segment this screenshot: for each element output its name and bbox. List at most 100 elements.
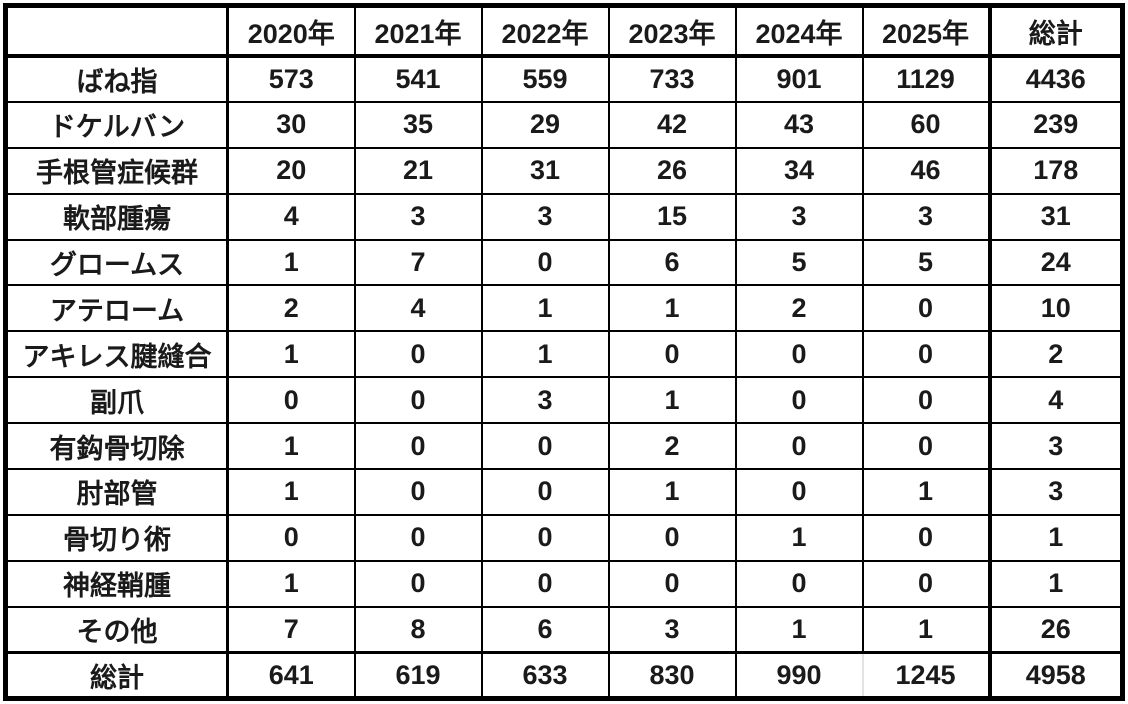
table-row: ばね指 573 541 559 733 901 1129 4436	[4, 55, 1124, 103]
value-cell: 4	[987, 376, 1124, 425]
value-cell: 0	[861, 284, 991, 333]
value-cell: 2	[226, 284, 356, 333]
value-cell: 30	[226, 100, 356, 149]
value-cell: 4	[353, 284, 483, 333]
value-cell: 29	[480, 100, 610, 149]
value-cell: 1	[226, 559, 356, 608]
row-label: アテローム	[4, 284, 229, 333]
table-row: その他 7 8 6 3 1 1 26	[4, 605, 1124, 654]
value-cell: 2	[734, 284, 864, 333]
value-cell: 1	[861, 468, 991, 516]
table-row: 副爪 0 0 3 1 0 0 4	[4, 376, 1124, 425]
value-cell: 7	[353, 238, 483, 287]
value-cell: 830	[607, 651, 737, 700]
value-cell: 35	[353, 100, 483, 149]
column-header-year: 2025年	[861, 4, 991, 58]
value-cell: 3	[734, 192, 864, 241]
corner-header	[4, 4, 229, 58]
value-cell: 20	[226, 146, 356, 195]
row-label: グロームス	[4, 238, 229, 287]
value-cell: 0	[734, 376, 864, 425]
value-cell: 733	[607, 55, 737, 103]
value-cell: 2	[987, 330, 1124, 379]
table-row: アテローム 2 4 1 1 2 0 10	[4, 284, 1124, 333]
value-cell: 1	[226, 330, 356, 379]
value-cell: 0	[480, 513, 610, 562]
value-cell: 0	[480, 559, 610, 608]
column-header-year: 2024年	[734, 4, 864, 58]
value-cell: 15	[607, 192, 737, 241]
value-cell: 0	[353, 422, 483, 471]
table-body: ばね指 573 541 559 733 901 1129 4436 ドケルバン 30 35 29 42 4…	[4, 55, 1124, 700]
value-cell: 60	[861, 100, 991, 149]
value-cell: 4436	[987, 55, 1124, 103]
value-cell: 0	[607, 330, 737, 379]
value-cell: 0	[861, 376, 991, 425]
value-cell: 6	[607, 238, 737, 287]
value-cell: 1129	[861, 55, 991, 103]
value-cell: 0	[861, 330, 991, 379]
value-cell: 0	[734, 559, 864, 608]
value-cell: 21	[353, 146, 483, 195]
value-cell: 1	[480, 284, 610, 333]
value-cell: 4	[226, 192, 356, 241]
column-header-year: 2021年	[353, 4, 483, 58]
value-cell: 34	[734, 146, 864, 195]
table-row: アキレス腱縫合 1 0 1 0 0 0 2	[4, 330, 1124, 379]
value-cell: 1	[607, 376, 737, 425]
value-cell: 0	[861, 422, 991, 471]
value-cell: 6	[480, 605, 610, 654]
row-label: 骨切り術	[4, 513, 229, 562]
row-label: ドケルバン	[4, 100, 229, 149]
value-cell: 0	[734, 330, 864, 379]
value-cell: 31	[987, 192, 1124, 241]
value-cell: 3	[480, 376, 610, 425]
value-cell: 990	[734, 651, 864, 700]
value-cell: 4958	[987, 651, 1124, 700]
value-cell: 541	[353, 55, 483, 103]
value-cell: 0	[480, 468, 610, 516]
table-row: 軟部腫瘍 4 3 3 15 3 3 31	[4, 192, 1124, 241]
value-cell: 1	[226, 238, 356, 287]
value-cell: 0	[353, 513, 483, 562]
value-cell: 3	[987, 422, 1124, 471]
value-cell: 0	[353, 376, 483, 425]
value-cell: 3	[987, 468, 1124, 516]
value-cell: 0	[480, 422, 610, 471]
value-cell: 0	[734, 422, 864, 471]
row-label: 神経鞘腫	[4, 559, 229, 608]
value-cell: 0	[607, 513, 737, 562]
row-label: ばね指	[4, 55, 229, 103]
value-cell: 8	[353, 605, 483, 654]
table-row: 有鈎骨切除 1 0 0 2 0 0 3	[4, 422, 1124, 471]
value-cell: 559	[480, 55, 610, 103]
value-cell: 0	[734, 468, 864, 516]
value-cell: 1	[734, 605, 864, 654]
value-cell: 0	[861, 513, 991, 562]
value-cell: 901	[734, 55, 864, 103]
table-row: 肘部管 1 0 0 1 0 1 3	[4, 468, 1124, 516]
value-cell: 573	[226, 55, 356, 103]
value-cell: 24	[987, 238, 1124, 287]
value-cell: 46	[861, 146, 991, 195]
row-label: 総計	[4, 651, 229, 700]
value-cell: 619	[353, 651, 483, 700]
value-cell: 1	[607, 284, 737, 333]
row-label: 有鈎骨切除	[4, 422, 229, 471]
row-label: 軟部腫瘍	[4, 192, 229, 241]
value-cell: 3	[861, 192, 991, 241]
table-row: ドケルバン 30 35 29 42 43 60 239	[4, 100, 1124, 149]
value-cell: 1	[734, 513, 864, 562]
value-cell: 0	[353, 559, 483, 608]
value-cell: 1	[861, 605, 991, 654]
value-cell: 1	[987, 513, 1124, 562]
value-cell: 1	[226, 422, 356, 471]
row-label: 副爪	[4, 376, 229, 425]
value-cell: 1	[226, 468, 356, 516]
value-cell: 26	[987, 605, 1124, 654]
value-cell: 1	[987, 559, 1124, 608]
table-row: 神経鞘腫 1 0 0 0 0 0 1	[4, 559, 1124, 608]
value-cell: 43	[734, 100, 864, 149]
value-cell: 239	[987, 100, 1124, 149]
